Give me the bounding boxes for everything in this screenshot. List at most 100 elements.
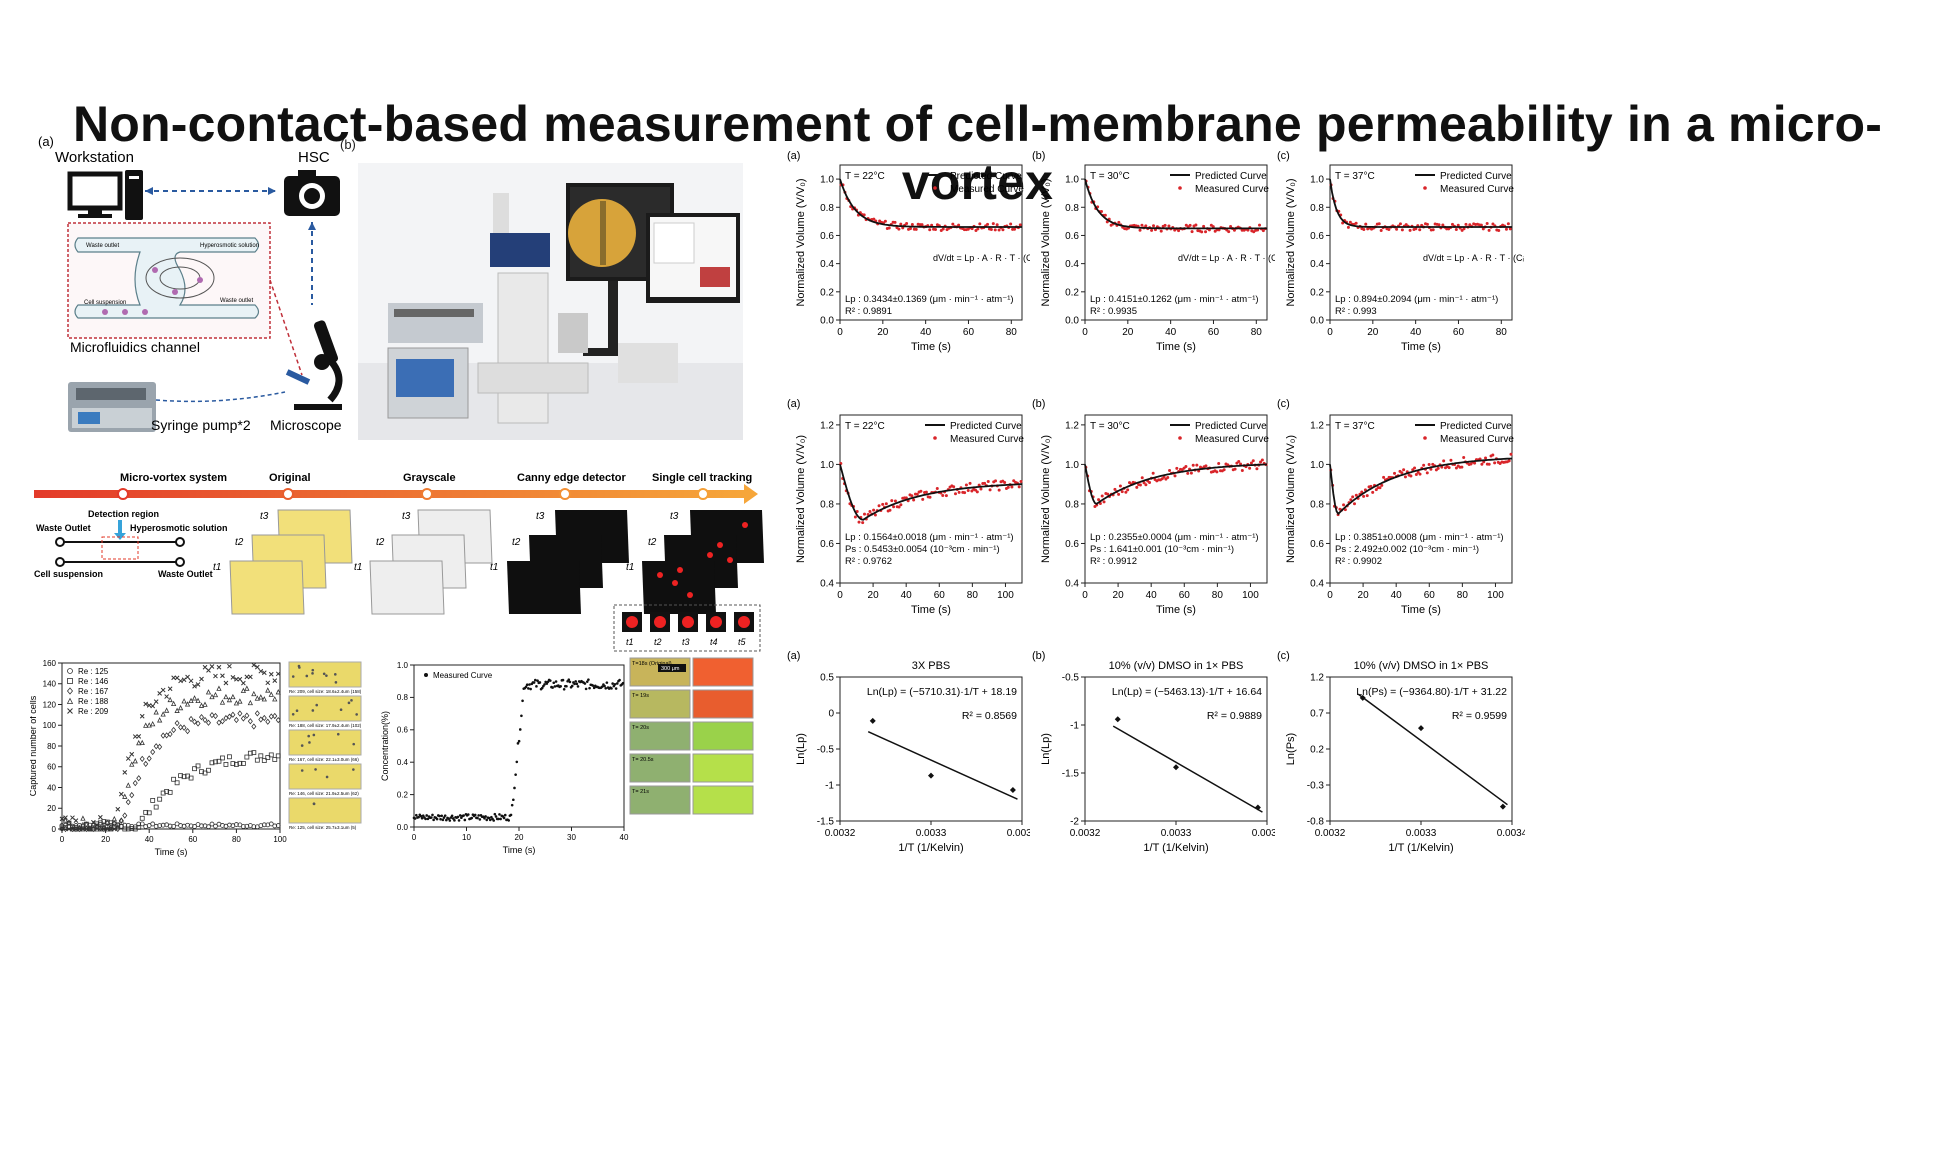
data-point [568,680,572,684]
data-point [565,684,568,688]
y-tick-label: 0.2 [1310,745,1324,756]
data-point [573,682,576,686]
equation: dV/dt = Lp · A · R · T · (Cᵢ − Cₑ) [1423,253,1525,263]
data-point [115,823,121,830]
orig-t1: t1 [213,562,221,573]
r2-stat: R² : 0.993 [1335,306,1377,317]
legend-marker [67,668,73,674]
data-point [143,760,149,768]
step-tracking: Single cell tracking [652,472,752,484]
image-label: T=18s (Original) [632,661,672,667]
data-point [861,521,865,525]
x-tick-label: 100 [273,835,287,844]
data-point [897,227,901,231]
zoom-t2: t2 [654,637,662,647]
data-point [853,515,857,519]
data-point [470,816,474,820]
data-point [592,686,596,690]
x-axis-label: Time (s) [911,341,951,353]
chart-dmso-b: 0 20 40 60 80 100 0.4 0.6 0.8 1.0 1.2 Time (s) Norma… [1030,395,1275,620]
data-point [247,699,253,706]
data-point [174,719,180,727]
data-point [466,813,470,816]
x-tick-label: 0 [412,833,417,842]
data-point [66,826,72,832]
data-point [1365,494,1369,498]
data-point [458,814,462,817]
data-point [1142,481,1146,485]
legend-entry: Predicted Curve [1195,171,1267,182]
data-point [512,798,515,802]
data-point [1449,458,1453,462]
x-tick-label: 40 [1410,327,1422,338]
data-point [157,691,163,696]
cell-dot [355,713,358,716]
data-point [1173,764,1179,771]
data-point [115,806,121,812]
y-tick-label: -0.3 [1307,781,1325,792]
image-caption: Re: 188, cell size: 17.9±2.4um (102) [289,723,362,728]
data-point [219,718,225,725]
track-t3: t3 [670,511,679,522]
data-point [893,499,897,503]
legend-entry: Predicted Curve [1195,421,1267,432]
data-point [268,752,274,758]
tracking-image-stack [642,510,764,614]
data-point [941,227,945,231]
data-point [921,497,925,501]
fit-equation: Ln(Ps) = (−9364.80)·1/T + 31.22 [1356,686,1507,698]
x-tick-label: 0.0033 [1406,828,1437,839]
cell-dot [336,732,340,736]
temperature-label: T = 22°C [845,421,885,432]
y-tick-label: 0.6 [1310,231,1324,242]
channel-waste-outlet-2: Waste outlet [220,298,253,304]
data-point [275,689,281,695]
data-point [430,816,433,819]
data-point [244,754,250,760]
data-point [1425,222,1429,226]
concentration-image [629,785,691,815]
chart-vol-c: 0 20 40 60 80 0.0 0.2 0.4 0.6 0.8 1.0 Time (s) Norma… [1275,145,1547,370]
data-point [163,707,170,713]
data-point [80,821,86,829]
data-point [233,822,239,827]
y-tick-label: 0.2 [1065,287,1079,298]
y-tick-label: 1.0 [1065,460,1079,471]
x-tick-label: 20 [1113,590,1125,601]
lp-stat: Lp : 0.1564±0.0018 (μm · min⁻¹ · atm⁻¹) [845,532,1014,543]
data-point [268,821,274,827]
data-point [118,791,124,797]
predicted-curve [1084,178,1267,230]
data-point [59,825,65,831]
data-point [153,699,159,705]
data-point [136,824,142,830]
data-point [230,674,236,680]
heatmap-image [692,721,754,751]
data-point [1138,483,1142,487]
grayscale-image-stack [369,509,493,615]
data-point [251,662,257,668]
data-point [583,682,587,685]
data-point [510,803,514,807]
equation: dV/dt = Lp · A · R · T · (Cᵢ − Cₑ) [1178,253,1275,263]
data-point [244,685,250,691]
data-point [872,217,876,221]
plot-frame [839,164,1023,321]
data-point [216,719,222,726]
data-point [83,821,90,827]
data-point [132,758,138,764]
data-point [442,816,446,819]
cell-dot [352,768,355,771]
data-point [136,739,142,746]
data-point [1166,476,1170,480]
data-point [899,222,903,226]
data-point [438,814,441,818]
data-point [220,755,225,761]
data-point [1232,228,1236,232]
data-point [170,700,177,707]
r2-stat: R² = 0.9599 [1452,710,1507,722]
x-tick-label: 80 [1212,590,1224,601]
data-point [1462,456,1466,460]
data-point [171,823,177,829]
data-point [171,776,177,782]
